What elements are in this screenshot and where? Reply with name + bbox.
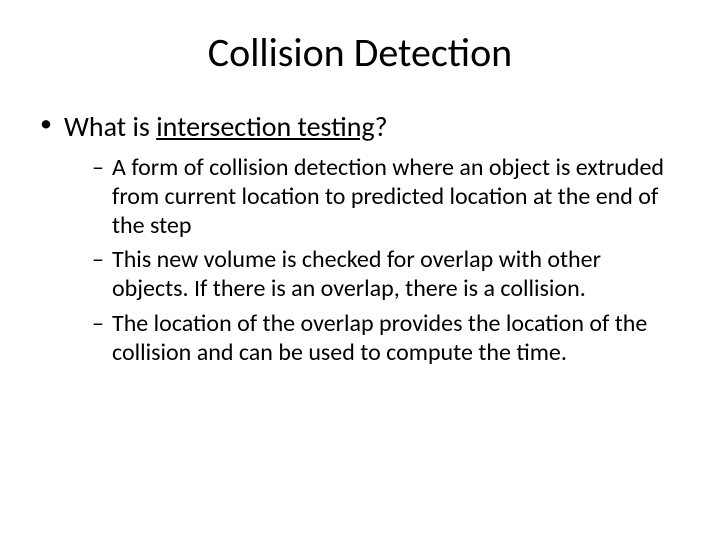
bullet-l2-item: A form of collision detection where an o… [92,154,680,240]
bullet-list-level1: What is intersection testing? A form of … [40,109,680,368]
slide: Collision Detection What is intersection… [0,0,720,540]
slide-title: Collision Detection [40,28,680,77]
bullet-l2-item: The location of the overlap provides the… [92,310,680,368]
bullet-list-level2: A form of collision detection where an o… [64,154,680,368]
bullet-l1-prefix: What is [64,109,156,144]
bullet-l1-item: What is intersection testing? A form of … [40,109,680,368]
bullet-l2-item: This new volume is checked for overlap w… [92,246,680,304]
bullet-l1-underlined: intersection testing [156,109,374,144]
bullet-l1-suffix: ? [375,109,388,144]
